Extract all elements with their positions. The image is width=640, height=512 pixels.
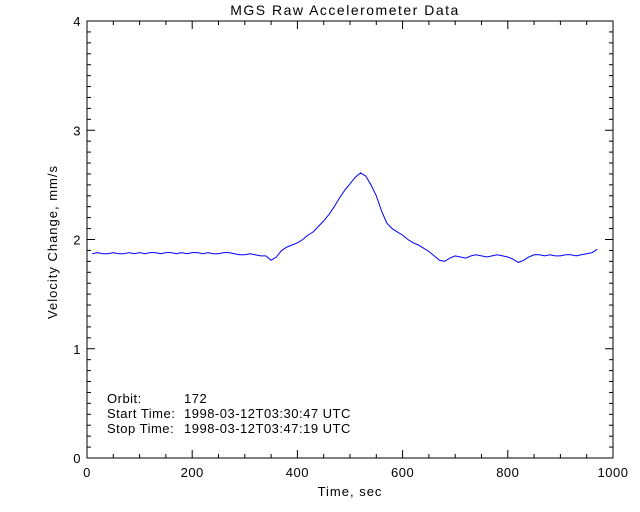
y-tick-label-0: 0 xyxy=(73,451,81,466)
annotation-orbit-label: Orbit: xyxy=(107,391,142,406)
x-tick-label-800: 800 xyxy=(496,465,519,480)
axis-ticks xyxy=(86,20,614,459)
y-axis-label: Velocity Change, mm/s xyxy=(45,165,60,319)
y-tick-label-4: 4 xyxy=(73,14,81,29)
x-axis-label: Time, sec xyxy=(318,484,383,499)
annotation-start-time-label: Start Time: xyxy=(107,406,175,421)
x-tick-label-200: 200 xyxy=(181,465,204,480)
annotation-orbit-value: 172 xyxy=(184,391,207,406)
x-tick-label-0: 0 xyxy=(83,465,91,480)
x-tick-label-400: 400 xyxy=(286,465,309,480)
plot-border xyxy=(86,20,614,459)
annotation-start-time-value: 1998-03-12T03:30:47 UTC xyxy=(184,406,351,421)
y-tick-label-1: 1 xyxy=(73,342,81,357)
y-tick-label-2: 2 xyxy=(73,233,81,248)
data-series-group xyxy=(92,172,598,263)
annotation-block: Orbit: 172 Start Time: 1998-03-12T03:30:… xyxy=(107,391,351,436)
x-tick-label-1000: 1000 xyxy=(598,465,629,480)
annotation-stop-time-label: Stop Time: xyxy=(107,421,174,436)
axis-tick-labels: 0 200 400 600 800 1000 0 1 2 3 4 xyxy=(73,14,628,480)
annotation-stop-time-value: 1998-03-12T03:47:19 UTC xyxy=(184,421,351,436)
chart-title: MGS Raw Accelerometer Data xyxy=(230,2,460,18)
data-series-line-velocity-change xyxy=(92,172,598,263)
y-tick-label-3: 3 xyxy=(73,123,81,138)
x-tick-label-600: 600 xyxy=(391,465,414,480)
